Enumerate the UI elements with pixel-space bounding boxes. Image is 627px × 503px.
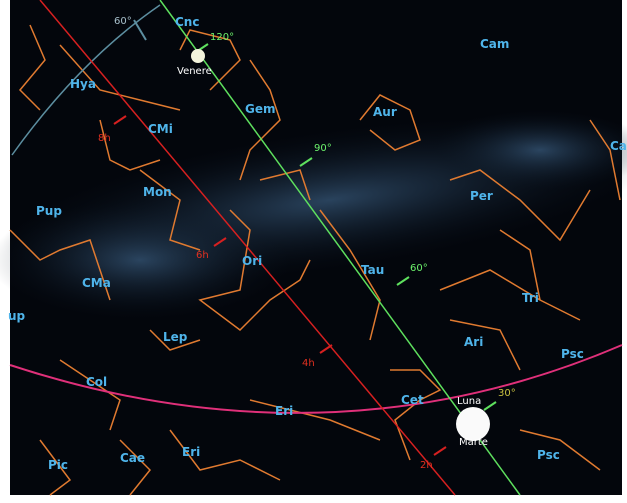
label: 4h (302, 358, 315, 369)
hour-tick-marks (113, 115, 447, 456)
label: Cae (120, 451, 145, 465)
moon (456, 407, 490, 441)
label: 2h (420, 460, 433, 471)
label: Venere (177, 66, 212, 77)
label: CMa (82, 276, 111, 290)
horizon-line (11, 4, 161, 156)
label: Gem (245, 102, 276, 116)
label: 120° (210, 32, 234, 43)
label: 6h (196, 250, 209, 261)
label: Psc (561, 347, 584, 361)
venus (191, 49, 205, 63)
label: Ari (464, 335, 483, 349)
label: Eri (275, 404, 293, 418)
label: 90° (314, 143, 332, 154)
body-labels: Venere Luna Marte (177, 66, 488, 448)
label: CMi (148, 122, 173, 136)
label: Ori (242, 254, 262, 268)
constellation-lines (9, 24, 621, 496)
label: Pic (48, 458, 68, 472)
altitude-labels: 60° 120° 90° 60° 30° (114, 16, 516, 399)
constellation-labels: Cnc Cam Hya Gem Aur CMi Ca Mon Per Pup O… (8, 15, 627, 472)
label: Pup (36, 204, 62, 218)
label: Cam (480, 37, 509, 51)
milky-way (0, 110, 627, 320)
label: Hya (70, 77, 96, 91)
label: 8h (98, 133, 111, 144)
label: 60° (114, 16, 132, 27)
label: Cnc (175, 15, 199, 29)
celestial-equator (39, 0, 456, 496)
label: 60° (410, 263, 428, 274)
label: Marte (459, 437, 488, 448)
hour-labels: 8h 6h 4h 2h (98, 133, 433, 471)
label: 30° (498, 388, 516, 399)
label: Ca (610, 139, 627, 153)
label: up (8, 309, 26, 323)
label: Tau (361, 263, 384, 277)
ecliptic (9, 344, 623, 414)
label: Lep (163, 330, 188, 344)
label: Eri (182, 445, 200, 459)
label: Cet (401, 393, 424, 407)
label: Tri (522, 291, 539, 305)
meridian (159, 0, 521, 496)
horizon-tick (133, 19, 147, 41)
label: Per (470, 189, 493, 203)
label: Col (86, 375, 107, 389)
label: Mon (143, 185, 172, 199)
label: Luna (457, 396, 481, 407)
label: Psc (537, 448, 560, 462)
label: Aur (373, 105, 397, 119)
